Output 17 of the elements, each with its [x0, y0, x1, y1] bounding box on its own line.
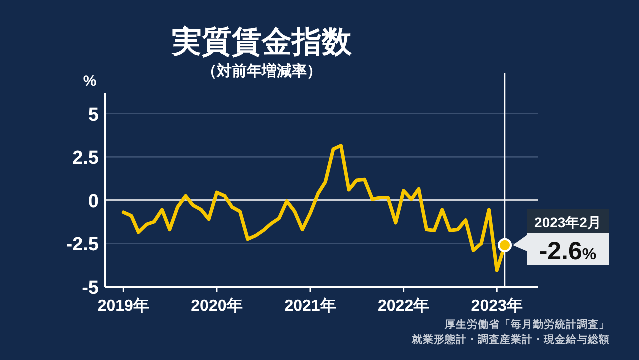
x-tick-label: 2021年	[284, 297, 336, 315]
x-tick-label: 2019年	[98, 297, 150, 315]
chart-title: 実質賃金指数	[171, 25, 353, 59]
annotation: 2023年2月	[534, 214, 602, 230]
text: 厚生労働省「毎月勤労統計調査」	[444, 318, 610, 331]
x-tick-label: 2023年	[471, 297, 523, 315]
y-tick-label: -5	[82, 278, 100, 299]
y-tick-label: 2.5	[72, 148, 100, 170]
text: 就業形態計・調査産業計・現金給与総額	[411, 333, 610, 346]
y-axis-title: %	[83, 73, 97, 90]
y-tick-label: -2.5	[66, 234, 100, 256]
chart-subtitle: （対前年増減率）	[202, 62, 322, 80]
y-tick-label: 5	[88, 104, 100, 126]
x-tick-label: 2022年	[378, 297, 430, 315]
y-tick-label: 0	[88, 191, 99, 212]
data-label: -2.6%	[539, 237, 597, 266]
x-tick-label: 2020年	[191, 297, 243, 315]
